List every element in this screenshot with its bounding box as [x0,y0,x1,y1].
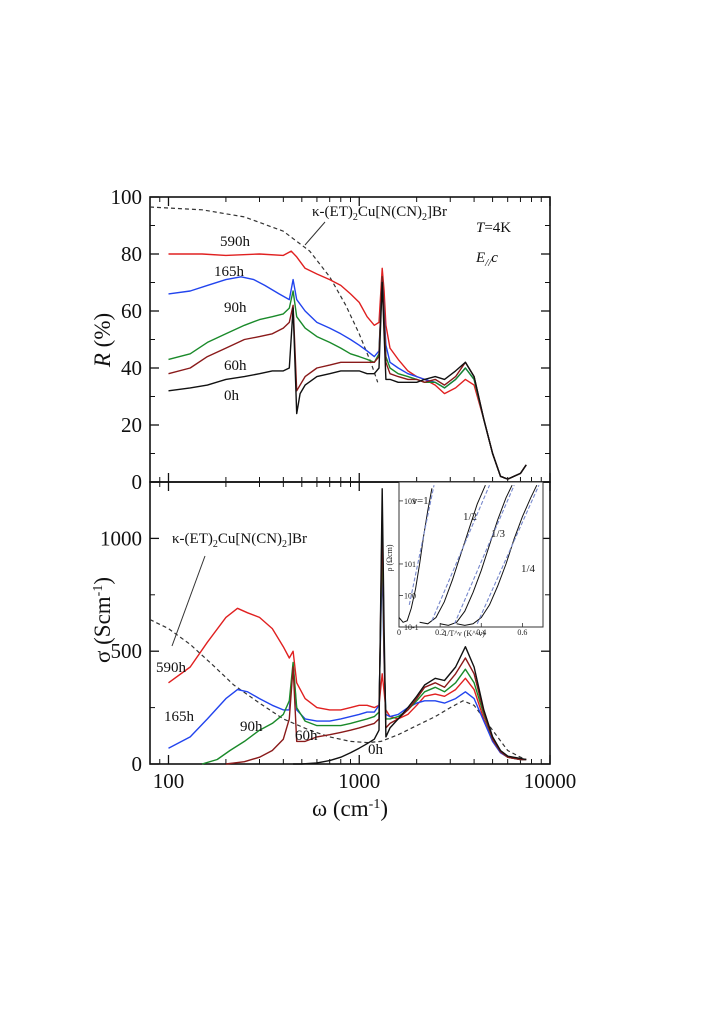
x-tick-label: 1000 [338,769,380,793]
reflectivity-line-0h [168,281,527,480]
label-165h-bottom: 165h [164,709,195,725]
y-tick-label: 0 [132,470,143,494]
inset-series [398,484,540,626]
x-tick-label: 100 [153,769,185,793]
bottom-compound-label: κ-(ET)2Cu[N(CN)2]Br [172,531,307,550]
label-60h-top: 60h [224,358,247,374]
conductivity-series [149,488,527,765]
bottom-compound-pointer [171,555,206,647]
conductivity-line-0h [293,488,527,765]
inset-y-tick-label: 10-1 [404,623,419,632]
y-tick-label: 0 [132,752,143,776]
top-compound-label: κ-(ET)2Cu[N(CN)2]Br [312,204,447,223]
y-tick-label: 1000 [100,526,142,550]
inset-x-tick-label: 0.4 [476,628,486,637]
conductivity-line-165h [168,560,527,761]
reflectivity-ticks: 0 20 40 60 80 100 [111,185,551,494]
inset-y-tick-label: 100 [404,591,416,600]
inset-y-axis-title: ρ (Ωcm) [385,544,394,571]
inset-frame [398,481,544,628]
inset-line--1-fit [408,485,435,606]
y-tick-label: 500 [111,639,143,663]
label-0h-bottom: 0h [368,742,384,758]
inset-line-1-2-fit [431,484,491,621]
inset-line-1-2 [419,485,486,625]
label-90h-top: 90h [224,300,247,316]
inset-x-tick-label: 0.6 [517,628,527,637]
conductivity-line-590h [168,607,527,761]
inset-line-1-3 [440,484,513,626]
temperature-annotation: T=4K [476,220,511,236]
inset-x-tick-label: 0.2 [435,628,445,637]
label-0h-top: 0h [224,388,240,404]
inset-x-tick-label: 0 [397,628,401,637]
label-90h-bottom: 90h [240,719,263,735]
x-axis-title: ω (cm-1) [312,796,388,821]
inset-x-axis-title: 1/T^ν (K^-ν) [443,629,485,638]
top-compound-pointer [304,221,326,246]
x-tick-label: 10000 [524,769,577,793]
inset-label-nu-1: ν=1 [412,495,429,507]
y-tick-label: 100 [111,185,143,209]
inset-label-third: 1/3 [491,528,506,540]
inset-line-1-4 [456,484,538,626]
inset-line-1-3-fit [453,484,515,625]
inset-y-tick-label: 101 [404,560,416,569]
reflectivity-y-axis-title: R (%) [90,313,115,368]
inset-line-1-4-fit [476,484,540,625]
inset-y-tick-label: 103 [404,497,416,506]
y-tick-label: 80 [121,242,142,266]
reflectivity-line-590h [168,250,527,480]
polarization-annotation: E//c [475,250,498,269]
y-tick-label: 20 [121,413,142,437]
reflectivity-line--et-2cu-n-cn-2-br [149,206,379,383]
y-tick-label: 60 [121,299,142,323]
conductivity-y-axis-title: σ (Scm-1) [90,577,115,663]
label-590h-bottom: 590h [156,660,187,676]
inset-label-half: 1/2 [463,511,477,523]
inset-ticks: 0 0.2 0.4 0.6 10-1 100 101 103 [397,497,527,637]
label-590h-top: 590h [220,234,251,250]
label-165h-top: 165h [214,264,245,280]
reflectivity-series [149,206,527,480]
inset-line--1 [398,488,433,623]
inset-label-quarter: 1/4 [521,563,536,575]
label-60h-bottom: 60h [295,728,318,744]
y-tick-label: 40 [121,356,142,380]
conductivity-plot-frame [149,481,551,765]
